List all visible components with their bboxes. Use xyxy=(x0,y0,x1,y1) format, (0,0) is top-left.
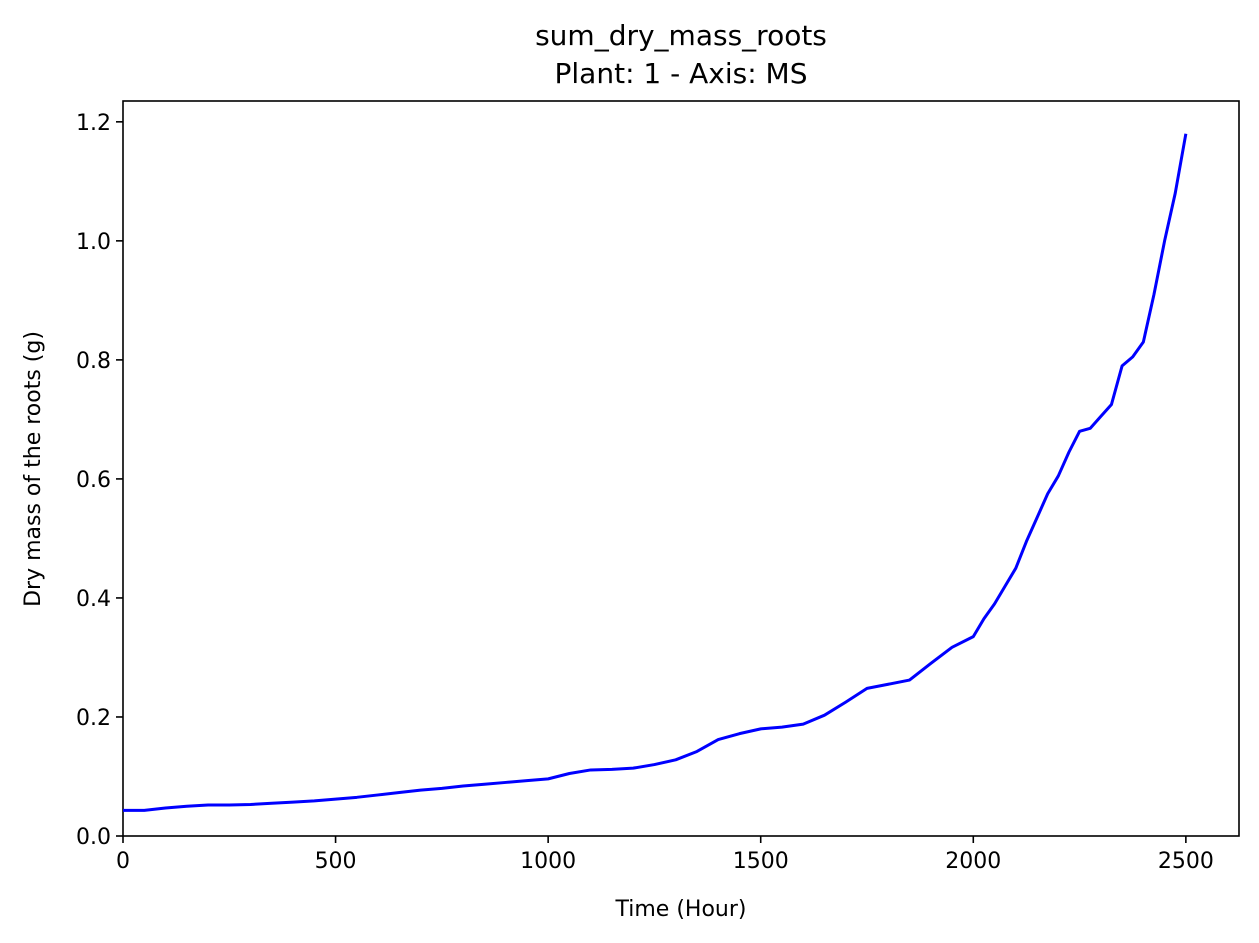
x-tick-label: 2000 xyxy=(945,849,1001,874)
x-axis: 0 500 1000 1500 2000 2500 xyxy=(116,836,1214,874)
x-tick-label: 2500 xyxy=(1158,849,1214,874)
x-axis-label: Time (Hour) xyxy=(615,897,747,922)
y-tick-label: 1.2 xyxy=(76,111,111,136)
y-tick-label: 0.6 xyxy=(76,468,111,493)
series-layer xyxy=(123,133,1188,812)
y-tick-label: 0.2 xyxy=(76,706,111,731)
x-tick-label: 1500 xyxy=(733,849,789,874)
y-axis: 0.0 0.2 0.4 0.6 0.8 1.0 1.2 xyxy=(76,111,123,850)
y-tick-label: 0.4 xyxy=(76,587,111,612)
y-axis-label: Dry mass of the roots (g) xyxy=(21,331,46,607)
plot-area xyxy=(122,100,1240,837)
y-tick-label: 0.0 xyxy=(76,825,111,850)
y-tick-label: 0.8 xyxy=(76,349,111,374)
x-tick-label: 0 xyxy=(116,849,130,874)
plot-frame xyxy=(122,100,1240,837)
series-line xyxy=(123,133,1188,812)
y-tick-label: 1.0 xyxy=(76,230,111,255)
chart-subtitle: Plant: 1 - Axis: MS xyxy=(555,57,808,90)
x-tick-label: 500 xyxy=(315,849,357,874)
x-tick-label: 1000 xyxy=(520,849,576,874)
chart-title: sum_dry_mass_roots xyxy=(535,19,827,52)
